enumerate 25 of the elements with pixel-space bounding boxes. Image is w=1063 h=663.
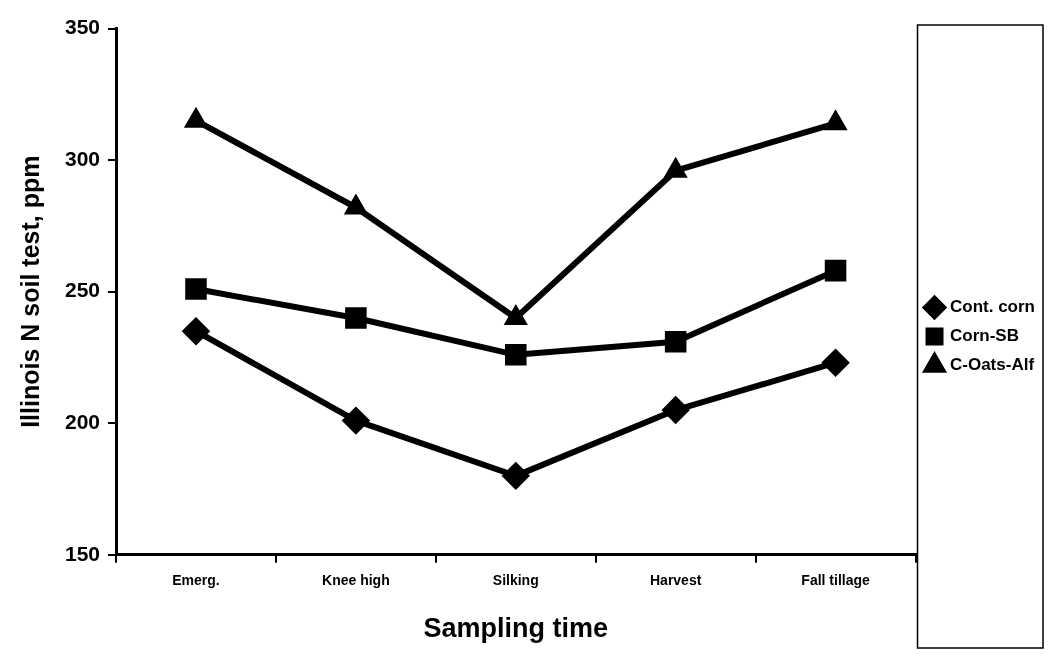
y-tick-label: 250 — [64, 278, 101, 302]
legend-label: Cont. corn — [950, 297, 1036, 317]
legend-label: C-Oats-Alf — [950, 355, 1035, 375]
y-tick-label: 300 — [64, 146, 101, 170]
point — [502, 462, 529, 489]
legend-label: Corn-SB — [950, 326, 1019, 346]
x-tick-label: Knee high — [322, 572, 390, 589]
point — [182, 318, 209, 345]
point — [505, 344, 527, 366]
y-tick-label: 150 — [64, 541, 101, 565]
point — [822, 349, 849, 376]
x-tick-label: Emerg. — [172, 572, 220, 589]
x-tick-label: Harvest — [649, 572, 702, 589]
x-axis-title: Sampling time — [423, 613, 609, 644]
y-axis-title: Illinois N soil test, ppm — [15, 155, 44, 428]
point — [185, 278, 207, 300]
x-tick-label: Fall tillage — [801, 572, 870, 589]
point — [345, 307, 367, 329]
point — [824, 259, 847, 282]
y-tick-label: 350 — [64, 15, 101, 39]
point — [664, 330, 687, 353]
point — [342, 407, 369, 434]
x-tick-label: Silking — [492, 572, 539, 589]
y-tick-label: 200 — [64, 410, 101, 434]
point — [662, 397, 689, 424]
